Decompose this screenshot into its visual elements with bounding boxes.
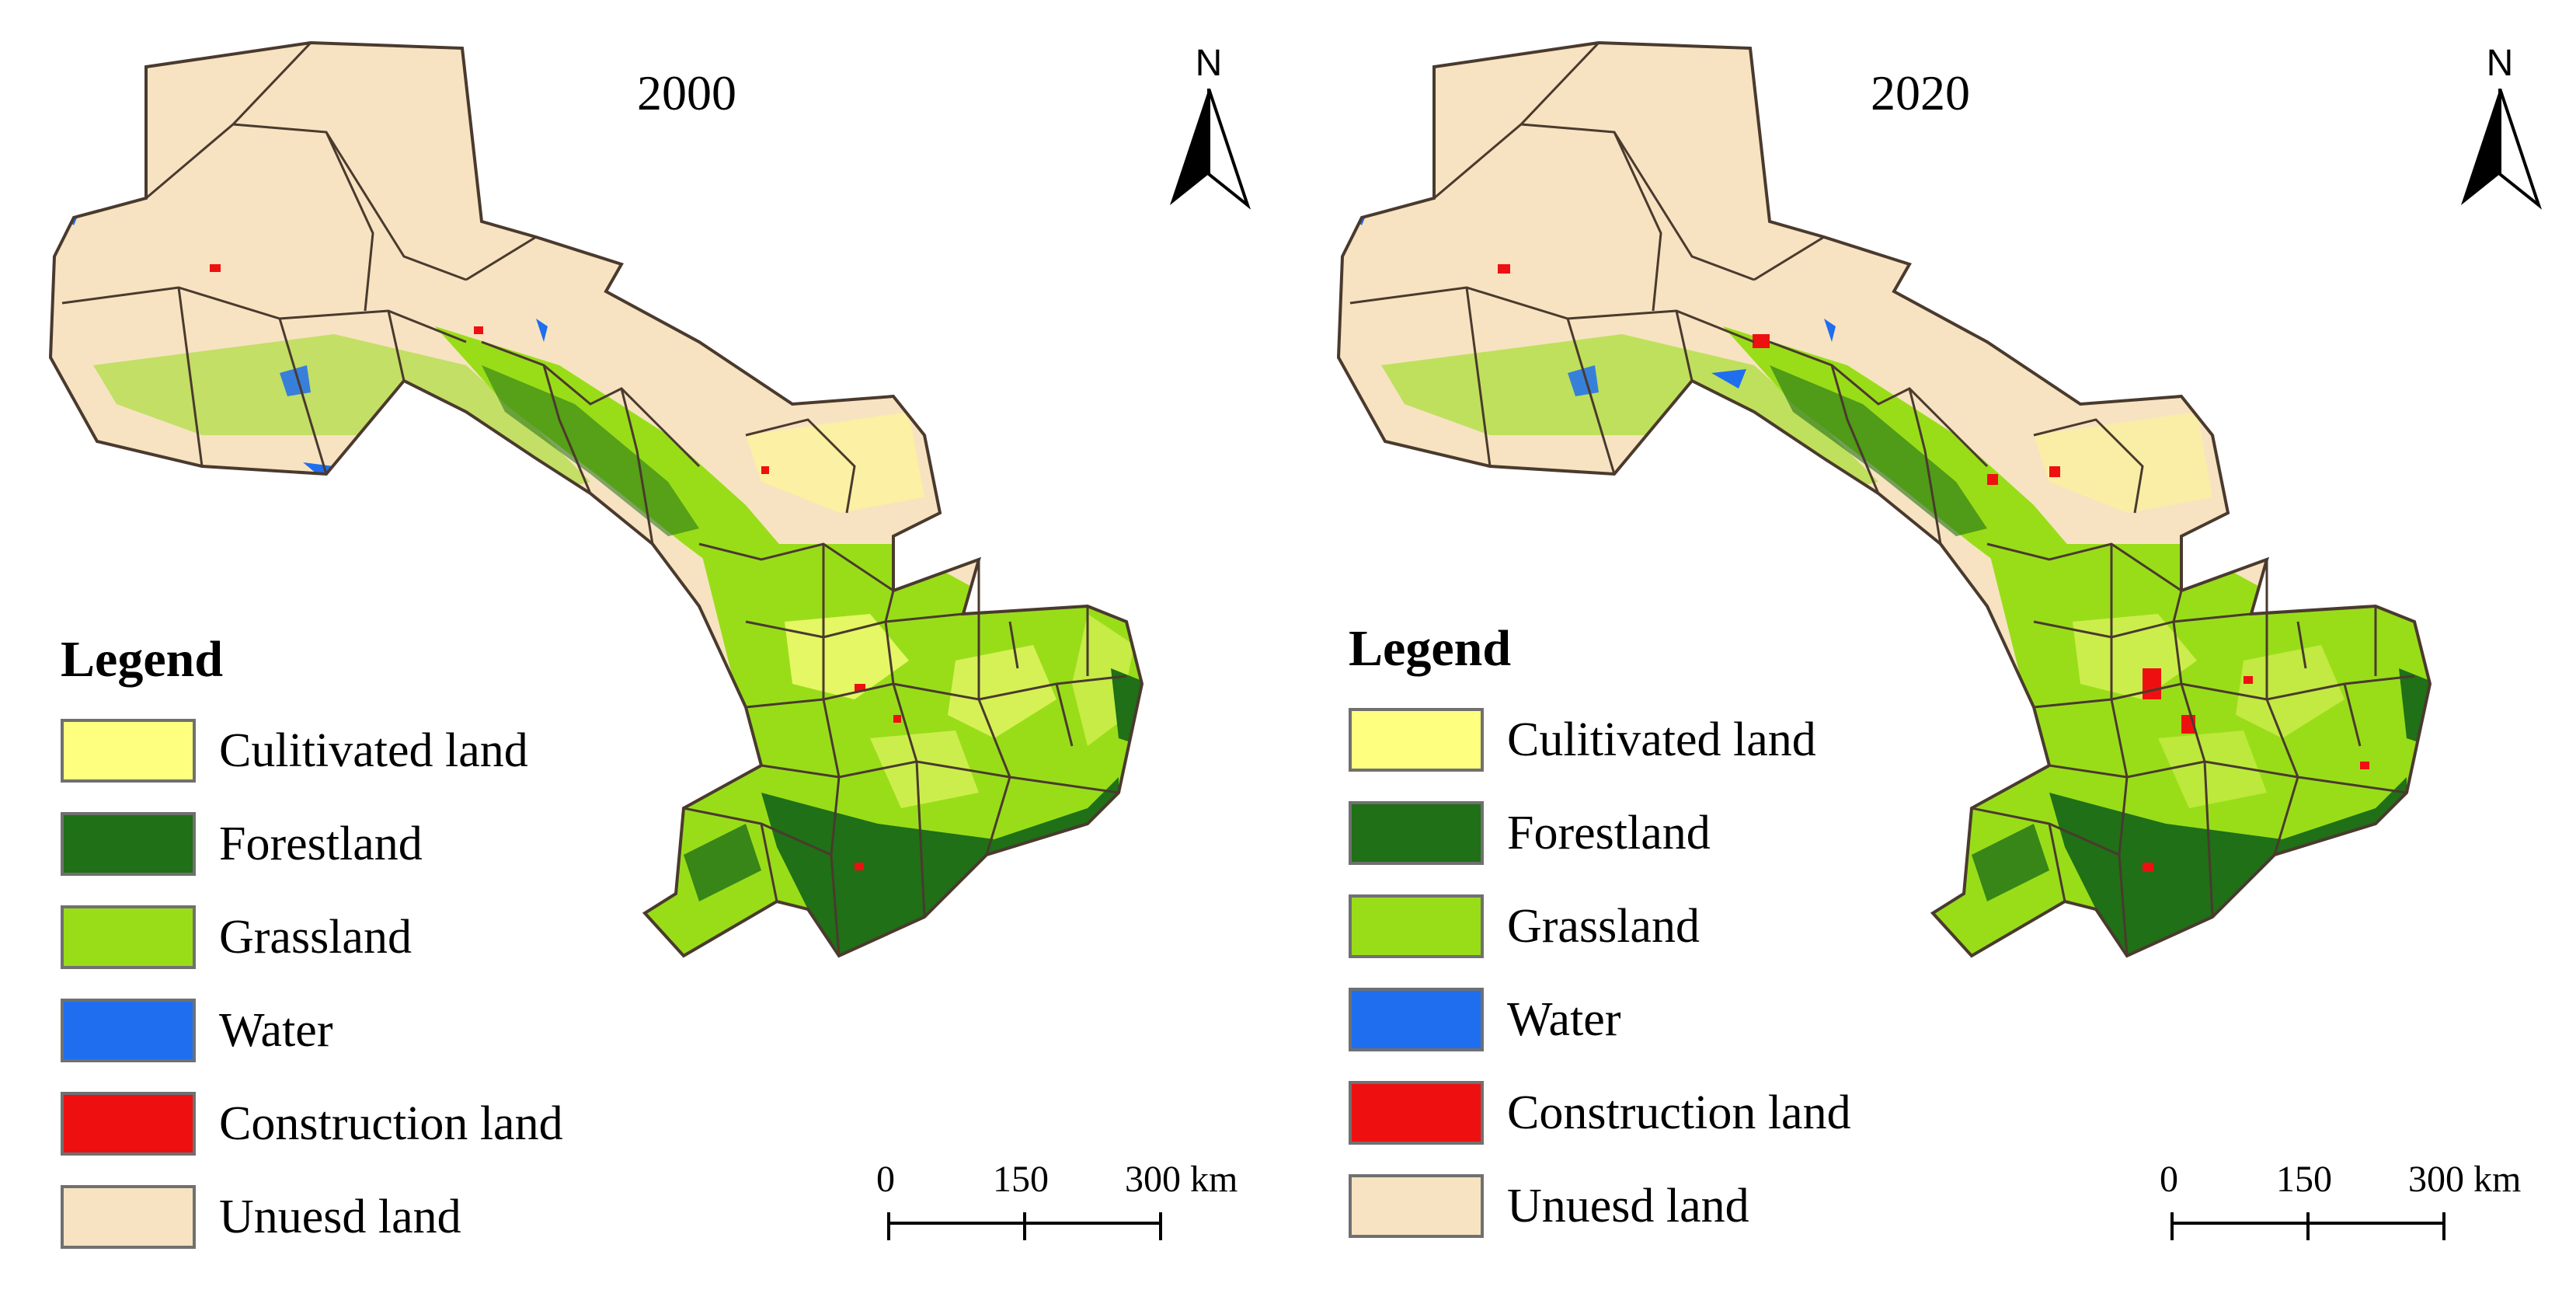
scale-label: 300 km	[2408, 1159, 2522, 1200]
map-year-label: 2020	[1871, 65, 1970, 120]
legend-label: Culitivated land	[219, 724, 528, 777]
scale-bar: 0 150 300 km	[2152, 1159, 2521, 1270]
legend-label: Water	[1507, 993, 1621, 1046]
legend-swatch-water	[61, 999, 196, 1062]
legend-swatch-unused	[1349, 1174, 1484, 1238]
legend-swatch-forest	[1349, 801, 1484, 865]
map-legend: Legend Culitivated land Forestland Grass…	[61, 634, 563, 1276]
legend-swatch-water	[1349, 988, 1484, 1051]
legend-swatch-cultivated	[61, 719, 196, 783]
legend-label: Unuesd land	[1507, 1180, 1749, 1232]
scale-tick	[2306, 1212, 2310, 1240]
scale-label: 0	[2160, 1159, 2178, 1200]
legend-label: Forestland	[1507, 807, 1711, 859]
north-letter: N	[2486, 43, 2514, 84]
scale-bar: 0 150 300 km	[869, 1159, 1238, 1270]
legend-title: Legend	[1349, 620, 1512, 677]
legend-label: Forestland	[219, 818, 423, 870]
north-letter: N	[1195, 43, 1223, 84]
map-panel-2000: 2000 N Legend Culitivated land Forestlan…	[48, 40, 1255, 1276]
legend-swatch-grassland	[61, 905, 196, 969]
scale-label: 150	[993, 1159, 1049, 1200]
land-use-map-2000	[48, 40, 1144, 958]
scale-tick	[2170, 1212, 2174, 1240]
scale-tick	[887, 1212, 890, 1240]
scale-label: 0	[876, 1159, 895, 1200]
north-arrow-icon	[1170, 89, 1251, 210]
legend-item: Grassland	[1349, 892, 1851, 961]
scale-tick	[1159, 1212, 1162, 1240]
scale-tick	[1023, 1212, 1026, 1240]
map-panel-2020: 2020 N Legend Culitivated land Forestlan…	[1288, 0, 2576, 1290]
legend-item: Construction land	[61, 1090, 563, 1158]
map-year-label: 2000	[637, 65, 736, 120]
scale-label: 300 km	[1125, 1159, 1238, 1200]
legend-item: Grassland	[61, 903, 563, 971]
legend-swatch-cultivated	[1349, 708, 1484, 772]
legend-title: Legend	[61, 631, 224, 688]
legend-swatch-construction	[1349, 1081, 1484, 1145]
scale-tick	[2442, 1212, 2445, 1240]
north-arrow: N	[2453, 45, 2546, 216]
legend-label: Grassland	[219, 911, 412, 964]
legend-swatch-forest	[61, 812, 196, 876]
legend-item: Water	[1349, 985, 1851, 1054]
north-arrow: N	[1162, 45, 1255, 216]
legend-item: Culitivated land	[1349, 706, 1851, 774]
legend-label: Grassland	[1507, 900, 1700, 953]
legend-label: Culitivated land	[1507, 713, 1816, 766]
legend-item: Forestland	[1349, 799, 1851, 867]
legend-item: Unuesd land	[61, 1183, 563, 1251]
legend-label: Construction land	[1507, 1086, 1851, 1139]
land-use-map-2020	[1336, 40, 2432, 958]
legend-item: Unuesd land	[1349, 1172, 1851, 1240]
legend-item: Construction land	[1349, 1079, 1851, 1147]
legend-swatch-construction	[61, 1092, 196, 1156]
legend-item: Culitivated land	[61, 716, 563, 785]
legend-label: Water	[219, 1004, 333, 1057]
legend-item: Water	[61, 996, 563, 1065]
legend-item: Forestland	[61, 810, 563, 878]
legend-swatch-unused	[61, 1185, 196, 1249]
north-arrow-icon	[2461, 89, 2543, 210]
legend-label: Unuesd land	[219, 1191, 461, 1243]
legend-label: Construction land	[219, 1097, 563, 1150]
legend-swatch-grassland	[1349, 894, 1484, 958]
scale-label: 150	[2276, 1159, 2332, 1200]
map-legend: Legend Culitivated land Forestland Grass…	[1349, 623, 1851, 1265]
